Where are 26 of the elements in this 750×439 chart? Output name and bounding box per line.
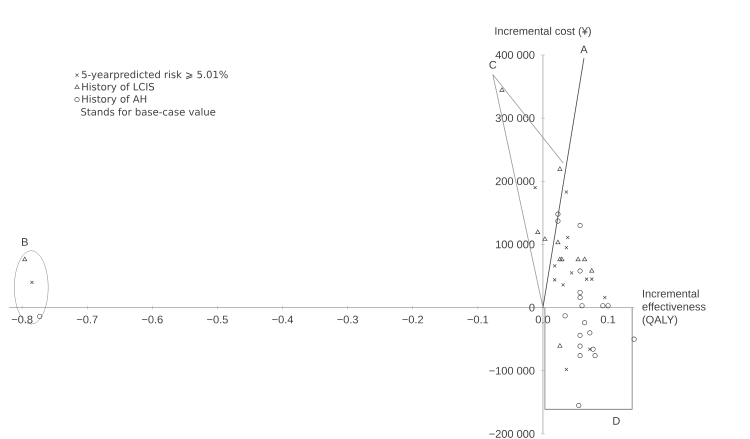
y-tick-label: 200 000 bbox=[496, 177, 535, 186]
y-tick-label: 400 000 bbox=[495, 51, 535, 59]
x-tick-label: −0.2 bbox=[402, 316, 424, 324]
annotation: B bbox=[22, 238, 28, 246]
annotation: A bbox=[580, 46, 588, 54]
x-tick-label: −0.1 bbox=[468, 316, 488, 324]
x-tick-label: −0.7 bbox=[76, 316, 98, 324]
annotation: C bbox=[489, 60, 496, 69]
x-tick-label: −0.3 bbox=[337, 316, 358, 324]
x-tick-label: 0.1 bbox=[600, 316, 616, 324]
y-tick-label: 0 bbox=[529, 304, 535, 312]
legend-label: History of AH bbox=[82, 95, 146, 105]
x-tick-label: −0.8 bbox=[12, 316, 33, 324]
y-tick-label: −200 000 bbox=[489, 430, 535, 438]
x-tick-label: −0.4 bbox=[272, 316, 294, 324]
y-tick-label: 300 000 bbox=[496, 114, 535, 122]
x-tick-label: −0.5 bbox=[207, 316, 228, 324]
annotation: Stands for base-case value bbox=[81, 108, 216, 116]
x-tick-label: −0.6 bbox=[142, 316, 163, 324]
legend-label: 5-yearpredicted risk ⩾ 5.01% bbox=[82, 70, 228, 80]
y-tick-label: −100 000 bbox=[489, 366, 535, 375]
annotation: D bbox=[613, 417, 620, 425]
y-tick-label: 100 000 bbox=[496, 240, 535, 248]
y-axis-title: Incremental cost (¥) bbox=[495, 26, 591, 38]
legend-label: History of LCIS bbox=[82, 82, 154, 92]
x-axis-title: Incremental effectiveness (QALY) bbox=[642, 289, 706, 326]
